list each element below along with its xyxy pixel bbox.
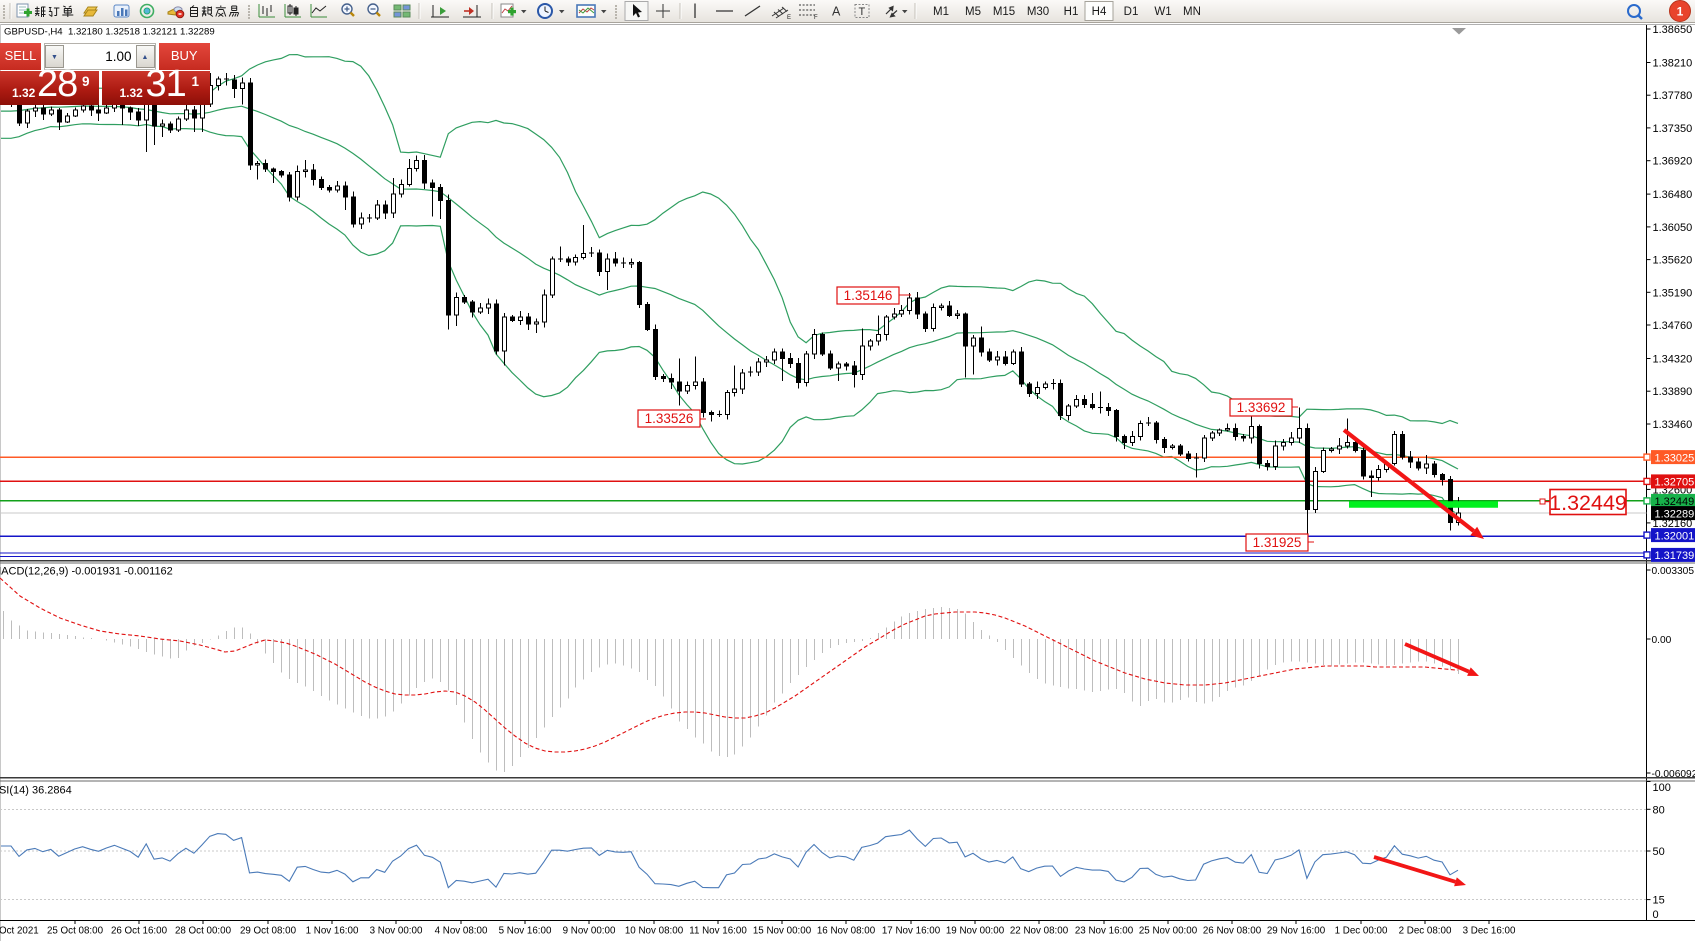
svg-text:100: 100	[1653, 782, 1671, 794]
svg-text:H4: H4	[1092, 6, 1107, 18]
svg-text:1.33526: 1.33526	[645, 411, 694, 426]
svg-text:28 Oct 00:00: 28 Oct 00:00	[175, 926, 232, 937]
svg-text:F: F	[814, 15, 818, 21]
svg-text:T: T	[859, 6, 866, 18]
svg-text:11 Nov 16:00: 11 Nov 16:00	[689, 926, 747, 937]
svg-text:-0.006092: -0.006092	[1652, 769, 1695, 780]
svg-text:GBPUSD-,H4 1.32180 1.32518 1.: GBPUSD-,H4 1.32180 1.32518 1.32121 1.322…	[4, 27, 215, 38]
svg-text:3 Nov 00:00: 3 Nov 00:00	[370, 926, 423, 937]
svg-text:1.32705: 1.32705	[1655, 477, 1695, 489]
svg-text:26 Nov 08:00: 26 Nov 08:00	[1203, 926, 1262, 937]
svg-text:E: E	[787, 15, 791, 21]
svg-text:W1: W1	[1154, 6, 1171, 18]
svg-text:1.33460: 1.33460	[1653, 419, 1693, 431]
svg-text:1.37350: 1.37350	[1653, 123, 1693, 135]
svg-text:1.35146: 1.35146	[844, 288, 893, 303]
svg-text:0.003305: 0.003305	[1652, 566, 1695, 577]
svg-text:1.33025: 1.33025	[1655, 452, 1695, 464]
svg-text:1.31925: 1.31925	[1253, 535, 1302, 550]
svg-text:1.35620: 1.35620	[1653, 255, 1693, 267]
svg-text:1.36480: 1.36480	[1653, 189, 1693, 201]
svg-text:3 Dec 16:00: 3 Dec 16:00	[1463, 926, 1516, 937]
svg-text:2 Dec 08:00: 2 Dec 08:00	[1399, 926, 1452, 937]
svg-text:1.38210: 1.38210	[1653, 57, 1693, 69]
svg-text:MACD(12,26,9) -0.001931 -0.001: MACD(12,26,9) -0.001931 -0.001162	[0, 566, 173, 578]
svg-text:H1: H1	[1064, 6, 1079, 18]
svg-text:50: 50	[1653, 846, 1665, 858]
svg-text:5 Nov 16:00: 5 Nov 16:00	[499, 926, 552, 937]
svg-text:1.36920: 1.36920	[1653, 156, 1693, 168]
svg-text:22 Nov 08:00: 22 Nov 08:00	[1010, 926, 1069, 937]
svg-text:1.33890: 1.33890	[1653, 386, 1693, 398]
svg-text:1.32289: 1.32289	[1655, 508, 1695, 520]
svg-text:1.31739: 1.31739	[1655, 550, 1695, 562]
svg-text:M1: M1	[933, 6, 949, 18]
svg-text:4 Nov 08:00: 4 Nov 08:00	[435, 926, 488, 937]
svg-text:29 Nov 16:00: 29 Nov 16:00	[1267, 926, 1326, 937]
svg-text:1.32160: 1.32160	[1653, 518, 1693, 530]
svg-text:RSI(14) 36.2864: RSI(14) 36.2864	[0, 785, 72, 797]
svg-text:15 Nov 00:00: 15 Nov 00:00	[753, 926, 812, 937]
svg-text:A: A	[832, 5, 841, 19]
svg-text:9 Nov 00:00: 9 Nov 00:00	[563, 926, 616, 937]
svg-text:M15: M15	[993, 6, 1015, 18]
svg-text:1.34760: 1.34760	[1653, 320, 1693, 332]
svg-text:0: 0	[1653, 909, 1659, 921]
svg-text:19 Nov 00:00: 19 Nov 00:00	[946, 926, 1005, 937]
svg-text:25 Oct 08:00: 25 Oct 08:00	[47, 926, 104, 937]
svg-text:1.33692: 1.33692	[1237, 400, 1286, 415]
svg-text:1.34320: 1.34320	[1653, 354, 1693, 366]
svg-text:1 Nov 16:00: 1 Nov 16:00	[306, 926, 359, 937]
svg-text:1.37780: 1.37780	[1653, 90, 1693, 102]
svg-text:10 Nov 08:00: 10 Nov 08:00	[625, 926, 684, 937]
svg-text:29 Oct 08:00: 29 Oct 08:00	[240, 926, 297, 937]
svg-text:1.32449: 1.32449	[1655, 496, 1695, 508]
svg-text:Oct 2021: Oct 2021	[0, 926, 39, 937]
svg-text:1.36050: 1.36050	[1653, 222, 1693, 234]
svg-text:1.32001: 1.32001	[1655, 530, 1695, 542]
svg-text:1.32449: 1.32449	[1549, 491, 1627, 515]
svg-text:80: 80	[1653, 804, 1665, 816]
svg-text:1.38650: 1.38650	[1653, 24, 1693, 36]
svg-text:1: 1	[1677, 5, 1684, 19]
svg-text:1.35190: 1.35190	[1653, 287, 1693, 299]
svg-text:17 Nov 16:00: 17 Nov 16:00	[882, 926, 941, 937]
svg-text:25 Nov 00:00: 25 Nov 00:00	[1139, 926, 1198, 937]
svg-text:1 Dec 00:00: 1 Dec 00:00	[1335, 926, 1388, 937]
svg-text:0.00: 0.00	[1652, 635, 1672, 646]
svg-text:16 Nov 08:00: 16 Nov 08:00	[817, 926, 876, 937]
svg-text:M5: M5	[965, 6, 981, 18]
svg-text:26 Oct 16:00: 26 Oct 16:00	[111, 926, 168, 937]
svg-text:MN: MN	[1183, 6, 1201, 18]
svg-text:M30: M30	[1027, 6, 1049, 18]
svg-text:15: 15	[1653, 895, 1665, 907]
svg-text:23 Nov 16:00: 23 Nov 16:00	[1075, 926, 1134, 937]
svg-text:D1: D1	[1124, 6, 1139, 18]
